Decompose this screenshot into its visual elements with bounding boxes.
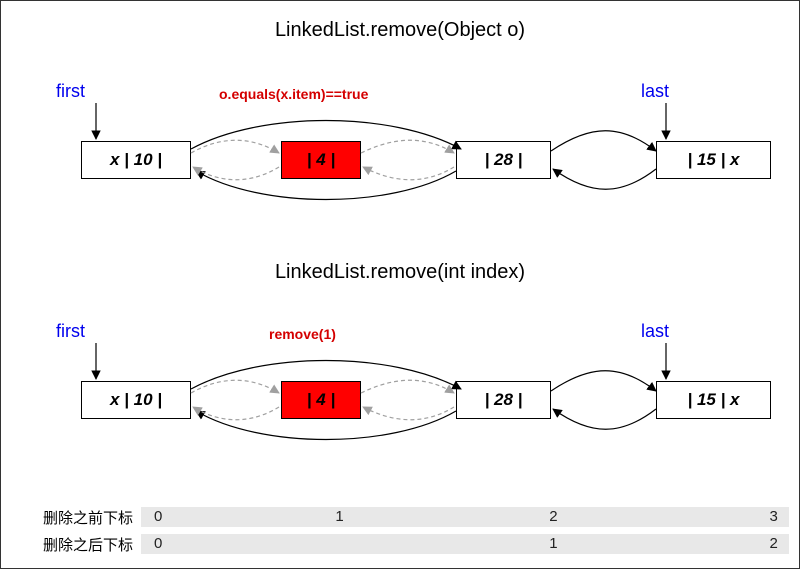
index-row-before: 删除之前下标 0 1 2 3 — [11, 506, 789, 528]
idx-before-2: 2 — [549, 507, 557, 527]
idx-before-3: 3 — [770, 507, 778, 527]
idx-after-2: 2 — [770, 534, 778, 554]
annotation-top: o.equals(x.item)==true — [219, 86, 368, 102]
node-top-0: x | 10 | — [81, 141, 191, 179]
diagram-canvas: LinkedList.remove(Object o) first last o… — [0, 0, 800, 569]
idx-after-0: 0 — [154, 534, 162, 554]
last-label-bottom: last — [641, 321, 669, 342]
node-top-2: | 28 | — [456, 141, 551, 179]
idx-before-0: 0 — [154, 507, 162, 527]
node-top-3: | 15 | x — [656, 141, 771, 179]
last-label-top: last — [641, 81, 669, 102]
idx-before-1: 1 — [335, 507, 343, 527]
index-before-bar: 0 1 2 3 — [141, 507, 789, 527]
index-before-label: 删除之前下标 — [11, 507, 141, 528]
index-after-label: 删除之后下标 — [11, 534, 141, 555]
first-label-bottom: first — [56, 321, 85, 342]
idx-after-1: 1 — [549, 534, 557, 554]
node-bottom-1-removed: | 4 | — [281, 381, 361, 419]
node-bottom-0: x | 10 | — [81, 381, 191, 419]
index-row-after: 删除之后下标 0 1 2 — [11, 533, 789, 555]
node-bottom-2: | 28 | — [456, 381, 551, 419]
node-bottom-3: | 15 | x — [656, 381, 771, 419]
index-after-bar: 0 1 2 — [141, 534, 789, 554]
first-label-top: first — [56, 81, 85, 102]
arrows-overlay — [1, 1, 800, 570]
title-remove-index: LinkedList.remove(int index) — [1, 261, 799, 284]
title-remove-object: LinkedList.remove(Object o) — [1, 19, 799, 42]
node-top-1-removed: | 4 | — [281, 141, 361, 179]
annotation-bottom: remove(1) — [269, 326, 336, 342]
